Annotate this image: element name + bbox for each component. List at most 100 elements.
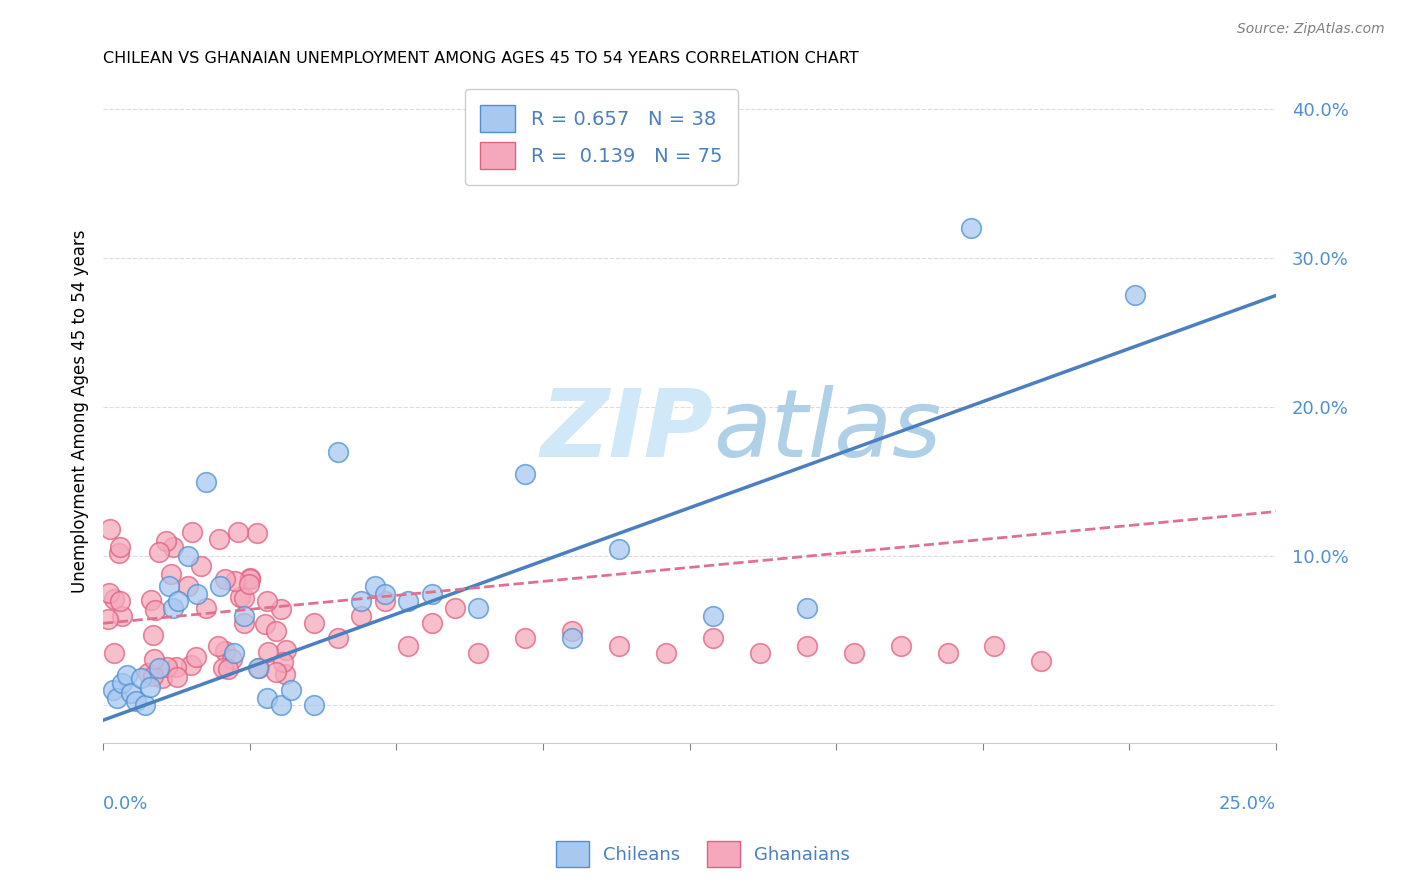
Point <box>264 624 287 638</box>
Point <box>253 616 276 631</box>
Point <box>233 591 256 605</box>
Point <box>134 698 156 713</box>
Point <box>271 655 294 669</box>
Point <box>224 574 246 588</box>
Point <box>607 541 630 556</box>
Point <box>101 683 124 698</box>
Point <box>97 612 120 626</box>
Point <box>232 616 254 631</box>
Point <box>224 646 246 660</box>
Point <box>364 579 387 593</box>
Point <box>702 631 724 645</box>
Point <box>148 661 170 675</box>
Point <box>208 532 231 546</box>
Text: 0.0%: 0.0% <box>103 795 149 813</box>
Point <box>103 646 125 660</box>
Point <box>890 639 912 653</box>
Point <box>142 627 165 641</box>
Point <box>141 669 163 683</box>
Point <box>960 221 983 235</box>
Point <box>190 558 212 573</box>
Point <box>184 650 207 665</box>
Point <box>136 665 159 680</box>
Text: atlas: atlas <box>713 385 941 476</box>
Point <box>238 576 260 591</box>
Point <box>167 594 190 608</box>
Point <box>256 690 278 705</box>
Point <box>748 646 770 660</box>
Point <box>111 676 134 690</box>
Point <box>143 651 166 665</box>
Point <box>226 524 249 539</box>
Point <box>1031 654 1053 668</box>
Point <box>515 467 537 482</box>
Point <box>107 546 129 560</box>
Point <box>396 594 419 608</box>
Point <box>274 643 297 657</box>
Point <box>195 601 218 615</box>
Point <box>420 616 443 631</box>
Point <box>176 579 198 593</box>
Point <box>217 662 239 676</box>
Point <box>420 586 443 600</box>
Point <box>209 579 232 593</box>
Point <box>302 698 325 713</box>
Point <box>166 670 188 684</box>
Point <box>221 652 243 666</box>
Point <box>396 639 419 653</box>
Point <box>796 639 818 653</box>
Point <box>256 645 278 659</box>
Point <box>561 624 583 638</box>
Point <box>302 616 325 631</box>
Point <box>796 601 818 615</box>
Point <box>246 661 269 675</box>
Point <box>160 566 183 581</box>
Point <box>326 445 349 459</box>
Point <box>374 586 396 600</box>
Point <box>273 667 295 681</box>
Point <box>141 593 163 607</box>
Point <box>702 608 724 623</box>
Point <box>129 672 152 686</box>
Point <box>148 545 170 559</box>
Point <box>186 586 208 600</box>
Point <box>936 646 959 660</box>
Text: CHILEAN VS GHANAIAN UNEMPLOYMENT AMONG AGES 45 TO 54 YEARS CORRELATION CHART: CHILEAN VS GHANAIAN UNEMPLOYMENT AMONG A… <box>103 51 859 66</box>
Point <box>120 686 142 700</box>
Point <box>152 672 174 686</box>
Legend: Chileans, Ghanaians: Chileans, Ghanaians <box>548 834 858 874</box>
Point <box>125 694 148 708</box>
Point <box>280 683 302 698</box>
Point <box>655 646 678 660</box>
Text: ZIP: ZIP <box>540 384 713 477</box>
Point <box>350 608 373 623</box>
Point <box>115 668 138 682</box>
Point <box>165 659 187 673</box>
Point <box>264 665 287 680</box>
Text: 25.0%: 25.0% <box>1219 795 1277 813</box>
Point <box>155 533 177 548</box>
Point <box>214 572 236 586</box>
Point <box>270 698 292 713</box>
Point <box>108 541 131 555</box>
Point <box>207 639 229 653</box>
Text: Source: ZipAtlas.com: Source: ZipAtlas.com <box>1237 22 1385 37</box>
Point <box>103 592 125 607</box>
Point <box>139 681 162 695</box>
Point <box>239 572 262 586</box>
Point <box>444 601 467 615</box>
Point <box>105 690 128 705</box>
Point <box>239 571 262 585</box>
Point <box>143 603 166 617</box>
Point <box>270 601 292 615</box>
Point <box>156 660 179 674</box>
Legend: R = 0.657   N = 38, R =  0.139   N = 75: R = 0.657 N = 38, R = 0.139 N = 75 <box>465 89 738 185</box>
Point <box>98 586 121 600</box>
Point <box>162 540 184 554</box>
Point <box>180 658 202 673</box>
Point <box>162 601 184 615</box>
Point <box>515 631 537 645</box>
Point <box>842 646 865 660</box>
Point <box>232 608 254 623</box>
Point <box>229 590 252 604</box>
